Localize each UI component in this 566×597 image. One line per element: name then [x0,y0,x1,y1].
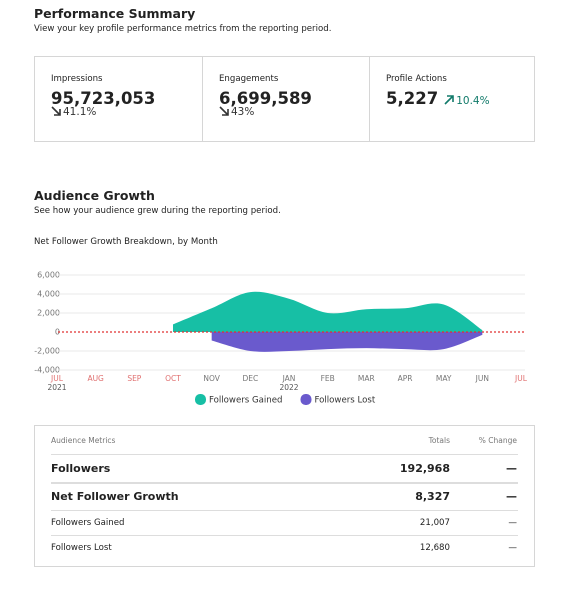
section-title: Audience Growth [34,188,155,203]
column-header: % Change [478,436,517,445]
x-tick-label: JUL [50,374,64,383]
section-subtitle: See how your audience grew during the re… [34,206,281,216]
table-cell: — [506,462,517,475]
legend-swatch [300,394,312,405]
kpi-change-value: 10.4% [456,95,490,107]
trend-arrow [444,95,455,105]
x-tick-label: MAY [436,374,452,383]
section-title: Performance Summary [34,6,196,21]
area [211,332,483,352]
kpi-card: Profile Actions 5,227 10.4% [369,57,536,141]
section-subtitle: View your key profile performance metric… [34,24,332,34]
x-tick-label: OCT [165,374,181,383]
table-cell: Net Follower Growth [51,490,179,503]
trend-icon [51,106,61,116]
column-header: Audience Metrics [51,436,116,445]
kpi-card: Impressions 95,723,053 41.1% [35,57,202,141]
kpi-change: 41.1% [51,106,201,118]
chart-title: Net Follower Growth Breakdown, by Month [34,237,218,247]
trend-arrow [51,106,61,116]
table-cell: Followers Lost [51,543,112,553]
y-tick-label: 4,000 [37,290,60,299]
row-divider [51,454,518,455]
metrics-table: Audience Metrics Totals % Change Followers 1… [34,425,535,567]
legend-label: Followers Gained [209,396,283,406]
kpi-value: 95,723,053 [51,89,156,108]
kpi-change-value: 43% [231,106,255,118]
area [173,291,483,332]
y-tick-label: 0 [55,328,60,337]
x-tick-label: FEB [321,374,335,383]
kpi-value: 5,227 [386,89,439,108]
table-cell: — [506,490,517,503]
x-tick-label: SEP [127,374,141,383]
table-cell: — [508,518,517,528]
x-tick-label: DEC [242,374,258,383]
table-cell: — [508,543,517,553]
x-tick-label: APR [398,374,413,383]
kpi-row: 95,723,053 41.1% [51,89,201,118]
y-tick-label: -4,000 [34,366,60,375]
row-divider [51,482,518,484]
row-divider [51,535,518,536]
table-cell: 8,327 [415,490,450,503]
column-header: Totals [428,436,450,445]
x-tick-label: MAR [358,374,375,383]
table-cell: Followers Gained [51,518,125,528]
chart: -4,000 -2,000 0 2,000 4,000 6,000 JUL AUG SEP OCT… [34,271,528,406]
row-divider [51,510,518,511]
trend-arrow [219,106,229,116]
kpi-label: Engagements [219,74,279,84]
x-year-label: 2021 [47,383,66,392]
table-cell: Followers [51,462,111,475]
trend-icon [219,106,229,116]
kpi-panel: Impressions 95,723,053 41.1% Engagements 6,6… [34,56,535,142]
table-cell: 12,680 [419,543,450,553]
table-cell: 192,968 [399,462,450,475]
kpi-value: 6,699,589 [219,89,312,108]
table-cell: 21,007 [419,518,450,528]
kpi-label: Profile Actions [386,74,447,84]
x-tick-label: JUN [475,374,489,383]
kpi-row: 6,699,589 43% [219,89,369,118]
x-tick-label: AUG [87,374,104,383]
kpi-card: Engagements 6,699,589 43% [202,57,369,141]
x-tick-label: JUL [514,374,528,383]
kpi-change: 43% [219,106,369,118]
x-year-label: 2022 [279,383,298,392]
x-tick-label: NOV [203,374,220,383]
legend-label: Followers Lost [315,396,376,406]
kpi-label: Impressions [51,74,103,84]
kpi-change: 10.4% [444,95,490,107]
trend-icon [444,95,455,105]
y-tick-label: 6,000 [37,271,60,280]
y-tick-label: -2,000 [34,347,60,356]
y-tick-label: 2,000 [37,309,60,318]
kpi-row: 5,227 10.4% [386,89,536,108]
x-tick-label: JAN [282,374,296,383]
kpi-change-value: 41.1% [63,106,97,118]
legend-swatch [195,394,206,405]
